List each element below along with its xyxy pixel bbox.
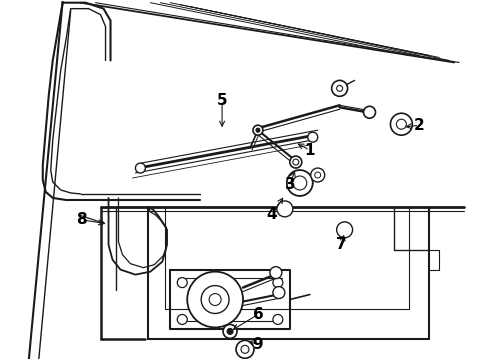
Circle shape bbox=[201, 285, 229, 314]
Text: 5: 5 bbox=[217, 93, 227, 108]
Circle shape bbox=[290, 156, 302, 168]
Text: 9: 9 bbox=[253, 337, 263, 352]
Circle shape bbox=[187, 272, 243, 328]
Circle shape bbox=[293, 159, 299, 165]
Circle shape bbox=[287, 170, 313, 196]
Text: 2: 2 bbox=[414, 118, 425, 133]
Circle shape bbox=[364, 106, 375, 118]
Circle shape bbox=[223, 324, 237, 338]
Circle shape bbox=[177, 315, 187, 324]
Circle shape bbox=[391, 113, 413, 135]
Circle shape bbox=[135, 163, 146, 173]
Circle shape bbox=[311, 168, 325, 182]
Circle shape bbox=[273, 278, 283, 288]
Text: 4: 4 bbox=[267, 207, 277, 222]
Circle shape bbox=[293, 176, 307, 190]
Circle shape bbox=[209, 293, 221, 306]
Circle shape bbox=[227, 328, 233, 334]
Text: 8: 8 bbox=[76, 212, 87, 228]
Circle shape bbox=[396, 119, 406, 129]
Circle shape bbox=[337, 222, 353, 238]
Circle shape bbox=[273, 315, 283, 324]
Circle shape bbox=[332, 80, 347, 96]
Circle shape bbox=[315, 172, 321, 178]
Text: 7: 7 bbox=[336, 237, 347, 252]
Text: 1: 1 bbox=[304, 143, 315, 158]
Text: 6: 6 bbox=[252, 307, 263, 322]
Circle shape bbox=[241, 345, 249, 353]
Circle shape bbox=[253, 125, 263, 135]
Circle shape bbox=[308, 132, 318, 142]
Circle shape bbox=[277, 201, 293, 217]
Circle shape bbox=[273, 287, 285, 298]
Circle shape bbox=[236, 340, 254, 358]
Circle shape bbox=[337, 85, 343, 91]
Circle shape bbox=[177, 278, 187, 288]
Text: 3: 3 bbox=[285, 177, 295, 193]
Circle shape bbox=[270, 267, 282, 279]
Circle shape bbox=[256, 128, 260, 132]
